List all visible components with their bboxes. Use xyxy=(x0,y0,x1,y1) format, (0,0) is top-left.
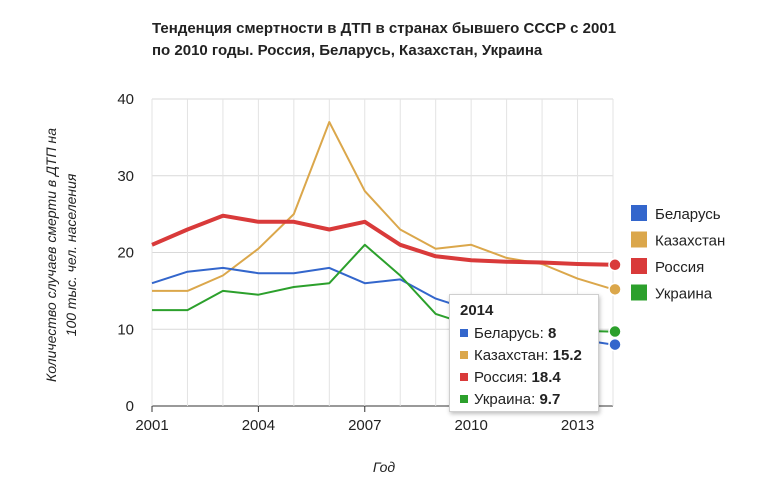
y-tick-label: 20 xyxy=(117,245,134,262)
legend-label: Россия xyxy=(655,259,704,276)
tooltip-label: Беларусь: xyxy=(474,325,544,342)
series-line-1 xyxy=(152,121,614,292)
tooltip-swatch xyxy=(460,351,468,359)
tooltip-row-belarus: Беларусь: 8 xyxy=(460,323,588,345)
x-tick-label: 2001 xyxy=(135,417,168,434)
legend-label: Беларусь xyxy=(655,206,721,223)
legend-label: Казахстан xyxy=(655,233,725,250)
tooltip-value: 18.4 xyxy=(531,369,561,386)
ticks-layer: 0 10 20 30 40 2001 2004 2007 2010 2013 xyxy=(117,91,594,434)
tooltip-row-kazakhstan: Казахстан: 15.2 xyxy=(460,345,588,367)
y-tick-label: 40 xyxy=(117,91,134,108)
y-tick-label: 10 xyxy=(117,321,134,338)
y-tick-label: 30 xyxy=(117,168,134,185)
y-tick-label: 0 xyxy=(126,398,134,415)
y-axis-label-line1: Количество случаев смерти в ДТП на xyxy=(43,128,59,382)
series-line-2 xyxy=(151,213,614,267)
x-tick-label: 2013 xyxy=(561,417,594,434)
data-point-2 xyxy=(608,258,622,272)
legend-label: Украина xyxy=(655,286,713,303)
y-axis-label: Количество случаев смерти в ДТП на 100 т… xyxy=(43,128,79,382)
legend-swatch xyxy=(631,231,647,248)
x-tick-label: 2010 xyxy=(454,417,487,434)
legend: Беларусь Казахстан Россия Украина xyxy=(631,205,725,303)
legend-swatch xyxy=(631,205,647,221)
tooltip-swatch xyxy=(460,329,468,337)
tooltip-value: 8 xyxy=(547,325,557,342)
tooltip-swatch xyxy=(460,373,468,381)
tooltip-title: 2014 xyxy=(460,302,494,319)
tooltip-swatch xyxy=(460,395,468,403)
legend-swatch xyxy=(631,284,647,301)
tooltip-label: Казахстан: xyxy=(474,347,549,364)
data-point-0 xyxy=(608,337,622,352)
x-tick-label: 2007 xyxy=(348,417,381,434)
tooltip: 2014 Беларусь: 8 Казахстан: 15.2 Россия:… xyxy=(449,294,599,412)
legend-swatch xyxy=(631,258,647,274)
tooltip-label: Россия: xyxy=(474,369,528,386)
tooltip-row-ukraine: Украина: 9.7 xyxy=(460,389,588,411)
chart-title: Тенденция смертности в ДТП в странах быв… xyxy=(152,20,617,59)
data-point-3 xyxy=(608,324,622,339)
tooltip-row-russia: Россия: 18.4 xyxy=(460,367,588,389)
tooltip-value: 9.7 xyxy=(539,391,561,408)
x-tick-label: 2004 xyxy=(242,417,275,434)
tooltip-label: Украина: xyxy=(474,391,536,408)
y-axis-label-line2: 100 тыс. чел. населения xyxy=(63,173,79,336)
x-axis-label: Год xyxy=(373,459,396,475)
tooltip-value: 15.2 xyxy=(552,347,582,364)
data-point-1 xyxy=(608,282,622,297)
points-layer[interactable] xyxy=(608,258,622,352)
